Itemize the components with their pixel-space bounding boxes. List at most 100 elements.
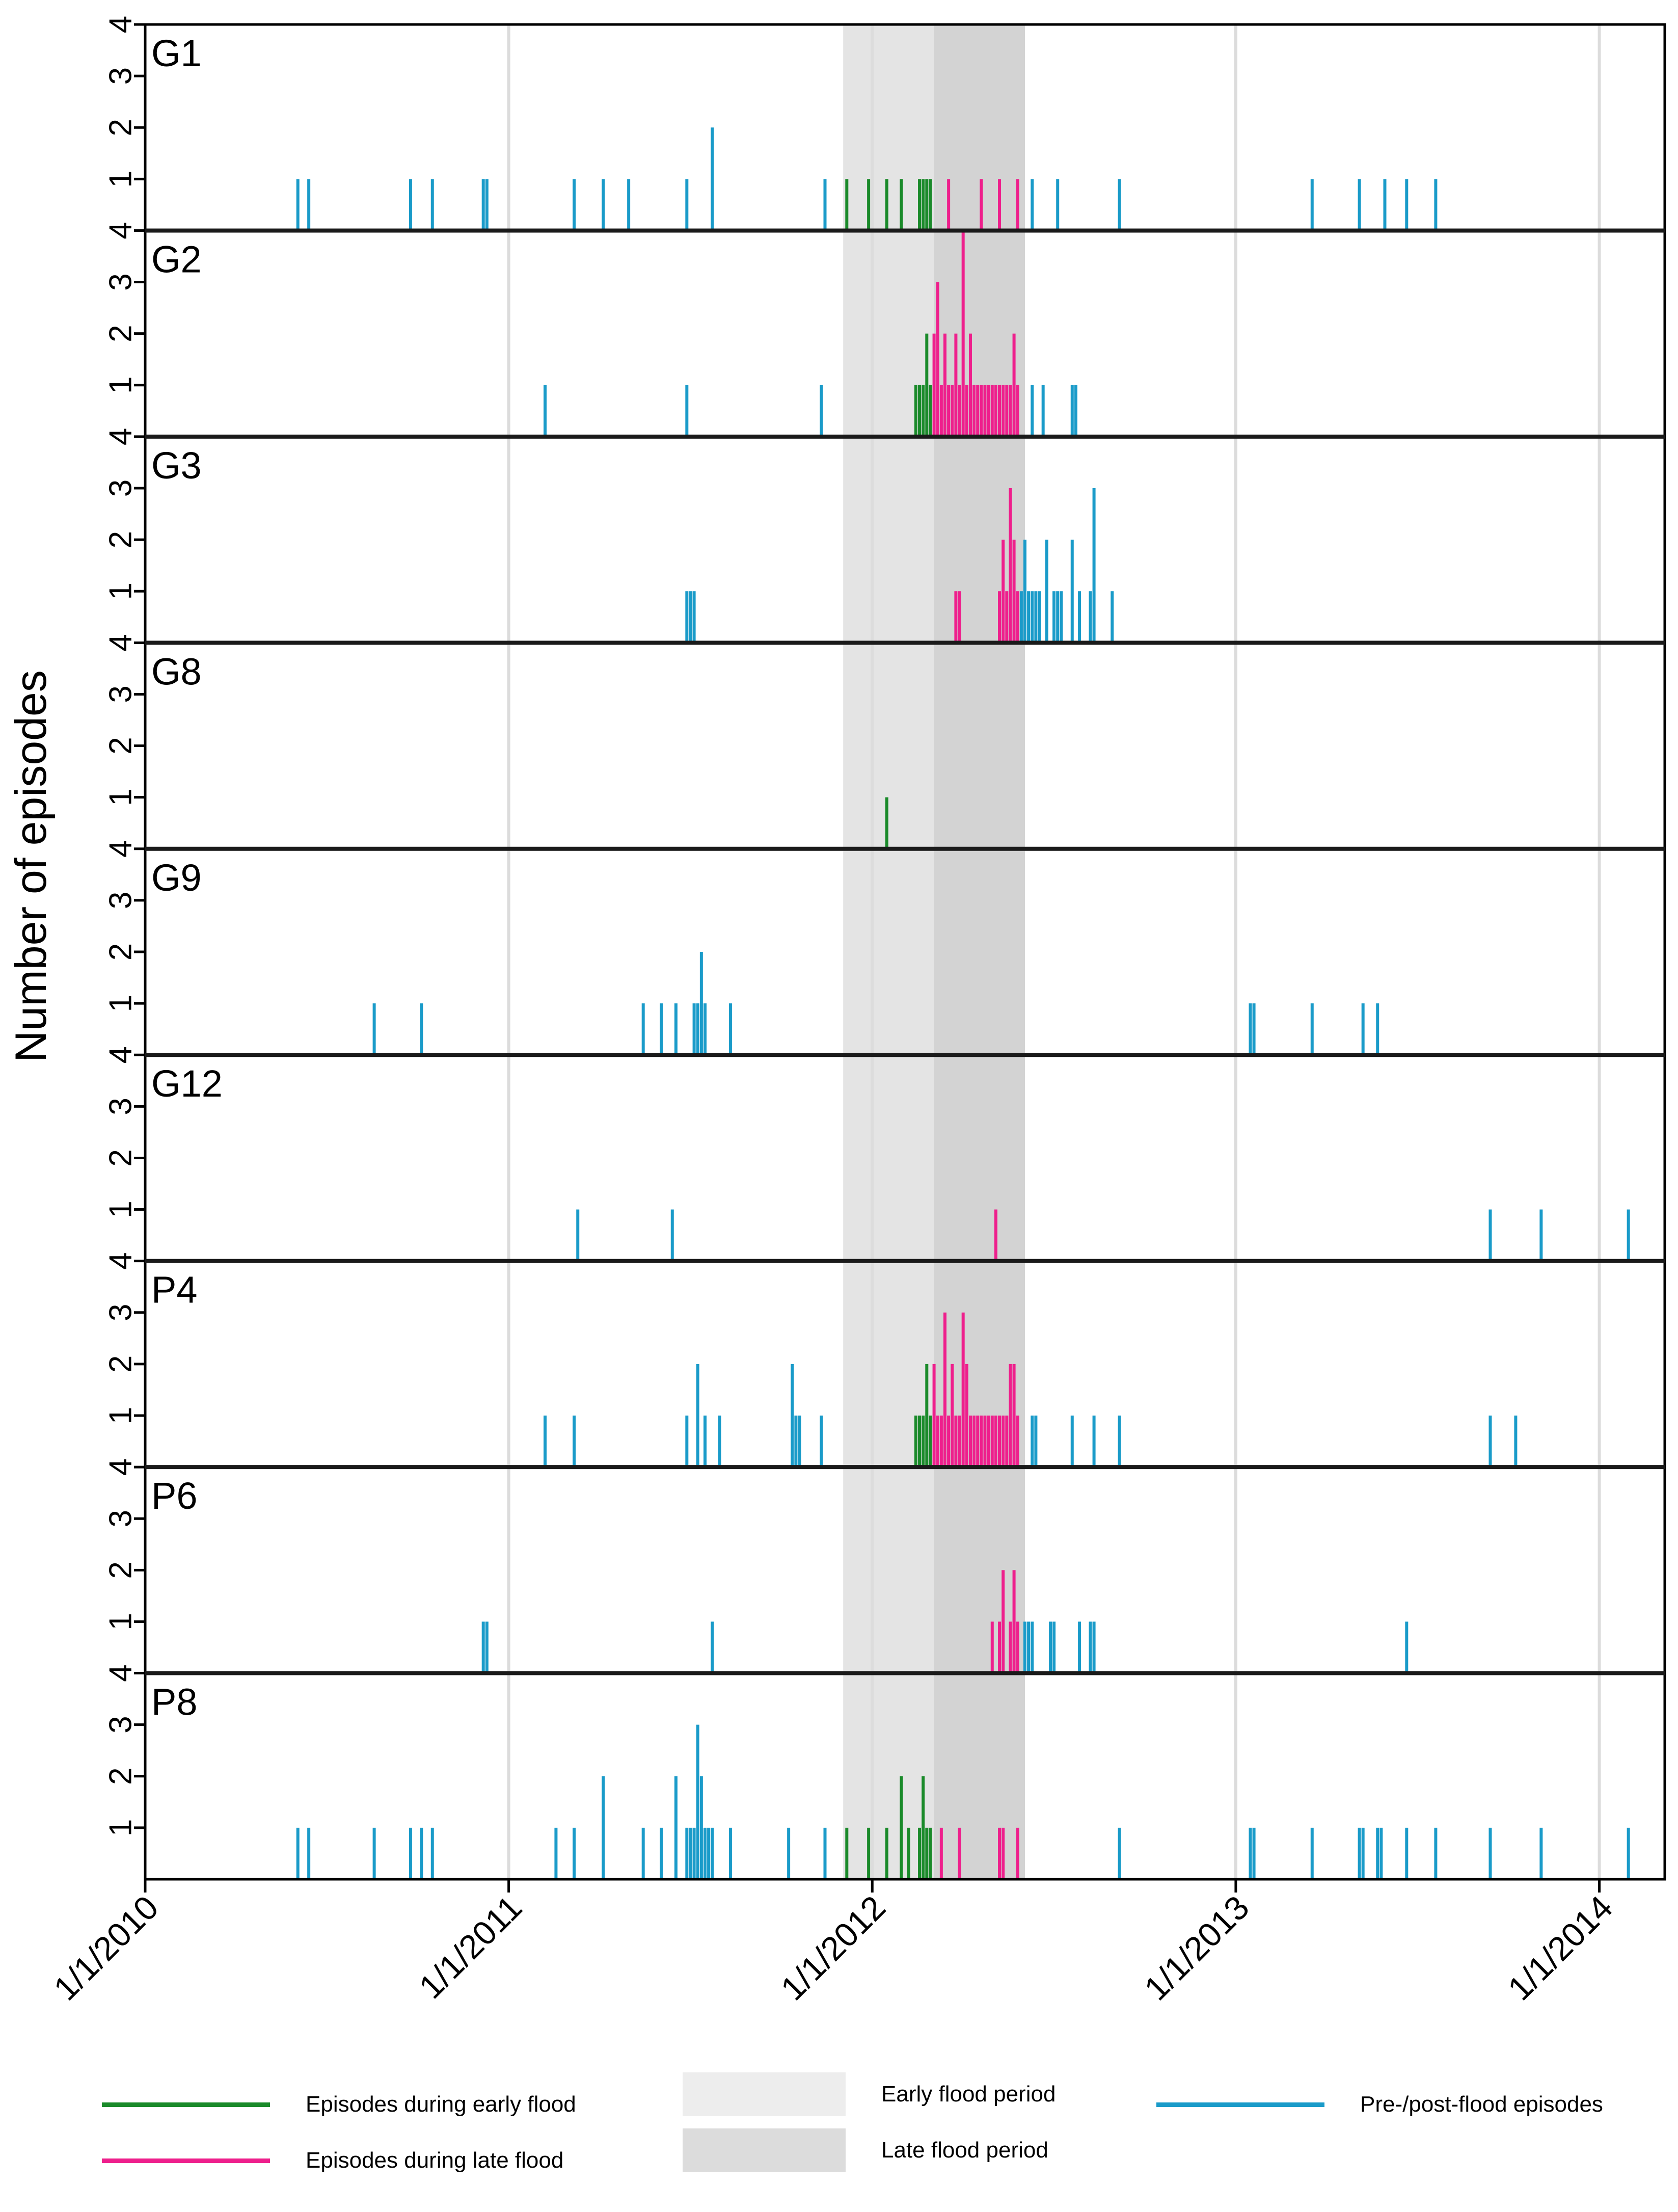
episode-bar-G2-other <box>544 385 547 437</box>
episode-bar-G3-other <box>1060 591 1063 643</box>
episode-bar-P4-late <box>965 1364 968 1468</box>
episode-bar-P8-other <box>1249 1827 1252 1879</box>
episode-bar-P4-late <box>990 1416 994 1468</box>
y-tick-label: 2 <box>103 1355 138 1373</box>
episode-bars <box>296 127 1630 1879</box>
episode-bar-P6-other <box>1405 1621 1409 1673</box>
episode-bar-G2-late <box>947 385 951 437</box>
axis-labels: 1/1/2010 1/1/2011 1/1/2012 1/1/2013 1/1/2014… <box>46 16 1620 2008</box>
episode-bar-G3-other <box>1034 591 1038 643</box>
episode-bar-P8-other <box>602 1776 605 1879</box>
episode-bar-P6-late <box>998 1621 1002 1673</box>
legend-early-episodes-label: Episodes during early flood <box>306 2092 576 2117</box>
episode-bar-G9-other <box>703 1003 707 1055</box>
episode-bar-G1-other <box>1358 179 1361 231</box>
y-tick-label: 2 <box>103 1561 138 1579</box>
episode-bar-G2-other <box>1041 385 1045 437</box>
episode-bar-G3-other <box>1070 540 1074 643</box>
episode-bar-P4-other <box>791 1364 794 1468</box>
y-tick-label: 1 <box>103 1407 138 1424</box>
episode-bar-P4-late <box>951 1364 954 1468</box>
episode-bar-G9-other <box>674 1003 678 1055</box>
episode-bar-G3-late <box>998 591 1002 643</box>
episode-bar-P4-other <box>1118 1416 1121 1468</box>
episode-bar-P4-late <box>943 1312 946 1468</box>
episode-bar-G9-other <box>699 952 703 1055</box>
episode-bar-G3-other <box>1111 591 1114 643</box>
episode-bar-G9-other <box>692 1003 696 1055</box>
episode-bar-P6-other <box>1078 1621 1081 1673</box>
episode-bar-P4-other <box>685 1416 689 1468</box>
episode-bar-P8-other <box>420 1827 423 1879</box>
episode-bar-P8-early <box>925 1827 929 1879</box>
episode-bar-G3-late <box>1002 540 1005 643</box>
episode-bar-P6-late <box>1016 1621 1019 1673</box>
episode-bar-P8-other <box>1434 1827 1438 1879</box>
episode-bar-G2-late <box>987 385 990 437</box>
episode-bar-P8-other <box>372 1827 376 1879</box>
x-tick-label: 1/1/2012 <box>773 1888 892 2008</box>
episode-bar-P8-other <box>660 1827 663 1879</box>
legend-pre-post: Pre-/post-flood episodes <box>1156 2092 1603 2117</box>
episode-bar-G1-early <box>922 179 925 231</box>
episode-bar-P4-other <box>1034 1416 1038 1468</box>
episode-bar-G2-late <box>965 385 968 437</box>
episode-bar-P6-other <box>1052 1621 1056 1673</box>
episode-bar-P8-other <box>573 1827 576 1879</box>
episode-bar-G12-other <box>576 1209 580 1261</box>
y-tick-label: 3 <box>103 67 138 85</box>
episode-bar-P8-late <box>958 1827 961 1879</box>
episode-bar-G2-late <box>994 385 997 437</box>
episode-bar-P4-early <box>918 1416 922 1468</box>
episode-bar-P4-early <box>914 1416 917 1468</box>
episode-bar-G2-late <box>968 333 972 437</box>
episode-bar-P8-late <box>998 1827 1002 1879</box>
episode-bar-P8-other <box>409 1827 412 1879</box>
episode-bar-G9-other <box>1249 1003 1252 1055</box>
panel-label-P4: P4 <box>151 1269 198 1311</box>
episode-bar-P8-other <box>1310 1827 1314 1879</box>
episode-bar-P8-other <box>1376 1827 1379 1879</box>
y-tick-label: 1 <box>103 788 138 806</box>
y-tick-label: 2 <box>103 531 138 548</box>
episode-bar-G3-other <box>1031 591 1034 643</box>
y-tick-label: 1 <box>103 170 138 188</box>
episode-bar-G3-other <box>1038 591 1041 643</box>
episode-bar-G2-late <box>961 230 965 437</box>
legend-late-period-label: Late flood period <box>881 2138 1048 2163</box>
x-tick-label: 1/1/2010 <box>46 1888 166 2008</box>
panel-label-G9: G9 <box>151 857 202 899</box>
episode-bar-P4-late <box>947 1416 951 1468</box>
y-tick-label: 1 <box>103 582 138 600</box>
episode-bar-P6-other <box>711 1621 714 1673</box>
y-tick-label: 3 <box>103 479 138 497</box>
episode-bar-P8-other <box>787 1827 791 1879</box>
axes <box>134 23 1666 1893</box>
episode-bar-P4-other <box>573 1416 576 1468</box>
episode-bar-P4-late <box>1009 1364 1012 1468</box>
episode-bar-P8-other <box>728 1827 732 1879</box>
y-tick-label: 2 <box>103 943 138 961</box>
episode-bar-P8-other <box>685 1827 689 1879</box>
episode-bar-P6-other <box>485 1621 489 1673</box>
episode-bar-P4-other <box>1031 1416 1034 1468</box>
episode-bar-G3-other <box>1092 488 1096 643</box>
episode-bar-G2-early <box>918 385 922 437</box>
episode-bar-G1-early <box>885 179 888 231</box>
episode-bar-P4-late <box>980 1416 983 1468</box>
y-tick-label: 2 <box>103 1149 138 1166</box>
episode-bar-G1-other <box>1310 179 1314 231</box>
episode-bar-G3-late <box>1012 540 1016 643</box>
episode-bar-P4-late <box>968 1416 972 1468</box>
episode-bar-G2-late <box>1002 385 1005 437</box>
episode-bar-P6-other <box>1027 1621 1031 1673</box>
episode-bar-G2-late <box>932 333 936 437</box>
early-flood-period <box>843 24 934 1879</box>
episode-bar-P4-late <box>939 1416 943 1468</box>
y-tick-label: 2 <box>103 119 138 136</box>
legend-late-episodes-label: Episodes during late flood <box>306 2148 564 2173</box>
episode-bar-P6-other <box>1092 1621 1096 1673</box>
episode-bar-P8-other <box>699 1776 703 1879</box>
episode-bar-P4-early <box>925 1364 929 1468</box>
episode-bar-P4-other <box>1488 1416 1492 1468</box>
